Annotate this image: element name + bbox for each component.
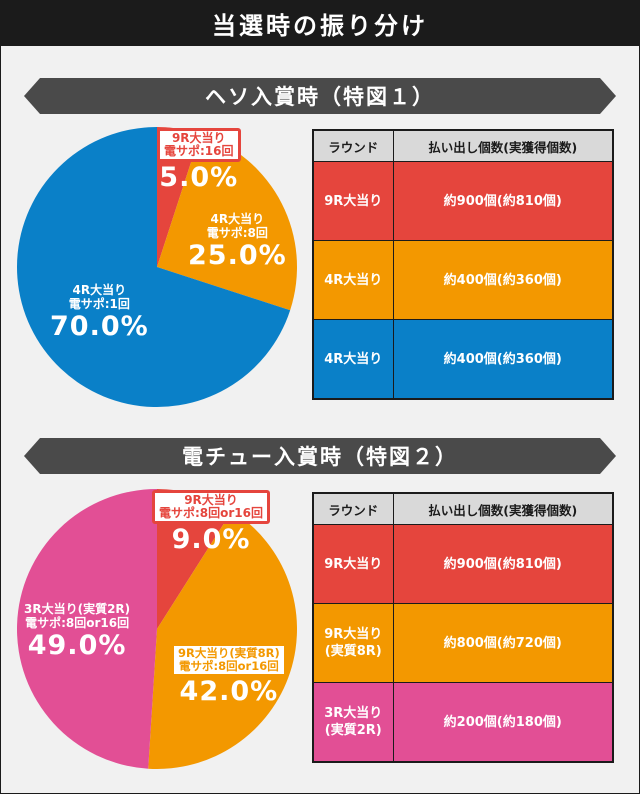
table-row: 3R大当り (実質2R) 約200個(約180個) bbox=[312, 682, 614, 763]
table-row: 4R大当り 約400個(約360個) bbox=[312, 319, 614, 400]
pie1-label-9r: 9R大当り 電サポ:16回 5.0% bbox=[157, 128, 241, 194]
table-cell-round: 3R大当り (実質2R) bbox=[312, 682, 394, 763]
table-cell-payout: 約400個(約360個) bbox=[392, 319, 614, 400]
table-row: 9R大当り 約900個(約810個) bbox=[312, 161, 614, 241]
pie-chart-heso bbox=[17, 127, 298, 408]
pie1-label-4r-1: 4R大当り 電サポ:1回 70.0% bbox=[50, 283, 149, 343]
pie2-label-9r: 9R大当り 電サポ:8回or16回 9.0% bbox=[152, 490, 271, 556]
pie1-slice-3-pct: 70.0% bbox=[50, 311, 149, 342]
section-2-banner: 電チュー入賞時（特図２） bbox=[24, 438, 616, 474]
pie1-label-9r-box: 9R大当り 電サポ:16回 bbox=[157, 128, 241, 162]
pie1-slice-3 bbox=[17, 127, 291, 408]
table-header-row: ラウンド 払い出し個数(実獲得個数) bbox=[312, 492, 614, 525]
pie2-slice-2-sub: 電サポ:8回or16回 bbox=[179, 659, 279, 673]
round-label: 3R大当り bbox=[324, 706, 383, 721]
pie2-slice-1-sub: 電サポ:8回or16回 bbox=[159, 506, 264, 520]
table-header-row: ラウンド 払い出し個数(実獲得個数) bbox=[312, 129, 614, 162]
pie1-slice-2-title: 4R大当り bbox=[210, 212, 265, 226]
pie2-slice-2 bbox=[148, 510, 298, 769]
pie1-slice-1-sub: 電サポ:16回 bbox=[164, 144, 234, 158]
pie2-slice-2-pct: 42.0% bbox=[179, 676, 279, 707]
table-cell-payout: 約400個(約360個) bbox=[392, 240, 614, 320]
table-row: 9R大当り (実質8R) 約800個(約720個) bbox=[312, 603, 614, 683]
pie1-slice-2 bbox=[157, 133, 298, 311]
table-cell-payout: 約900個(約810個) bbox=[392, 161, 614, 241]
round-sublabel: (実質8R) bbox=[324, 644, 382, 659]
round-sublabel: (実質2R) bbox=[324, 723, 382, 738]
round-label: 9R大当り bbox=[324, 556, 383, 572]
pie1-slice-1 bbox=[157, 127, 201, 267]
table-cell-payout: 約800個(約720個) bbox=[392, 603, 614, 683]
pie1-slice-3-title: 4R大当り bbox=[72, 283, 127, 297]
table-cell-round: 9R大当り bbox=[312, 161, 394, 241]
table-cell-round: 4R大当り bbox=[312, 319, 394, 400]
page-title: 当選時の振り分け bbox=[0, 0, 640, 46]
pie1-slice-1-pct: 5.0% bbox=[159, 162, 239, 193]
table-cell-round: 9R大当り (実質8R) bbox=[312, 603, 394, 683]
pie2-slice-3 bbox=[16, 489, 158, 769]
table-header-round: ラウンド bbox=[312, 129, 394, 162]
pie2-slice-1-pct: 9.0% bbox=[171, 524, 251, 555]
pie1-slice-2-sub: 電サポ:8回 bbox=[206, 226, 268, 240]
table-cell-round: 9R大当り bbox=[312, 524, 394, 604]
pie2-label-9r-8: 9R大当り(実質8R) 電サポ:8回or16回 42.0% bbox=[172, 644, 286, 708]
pie2-slice-1 bbox=[157, 489, 233, 629]
pie2-slice-3-sub: 電サポ:8回or16回 bbox=[25, 616, 130, 630]
table-row: 9R大当り 約900個(約810個) bbox=[312, 524, 614, 604]
pie1-slice-3-sub: 電サポ:1回 bbox=[68, 297, 130, 311]
payout-table-heso: ラウンド 払い出し個数(実獲得個数) 9R大当り 約900個(約810個) 4R… bbox=[312, 129, 614, 400]
table-header-payout: 払い出し個数(実獲得個数) bbox=[392, 492, 614, 525]
pie2-label-3r: 3R大当り(実質2R) 電サポ:8回or16回 49.0% bbox=[24, 602, 130, 662]
pie2-label-9r-box: 9R大当り 電サポ:8回or16回 bbox=[152, 490, 271, 524]
table-header-payout: 払い出し個数(実獲得個数) bbox=[392, 129, 614, 162]
table-row: 4R大当り 約400個(約360個) bbox=[312, 240, 614, 320]
table-header-round: ラウンド bbox=[312, 492, 394, 525]
pie1-slice-1-title: 9R大当り bbox=[171, 131, 226, 145]
pie2-slice-3-pct: 49.0% bbox=[27, 630, 127, 661]
table-cell-payout: 約900個(約810個) bbox=[392, 524, 614, 604]
pie1-slice-2-pct: 25.0% bbox=[188, 240, 287, 271]
pie2-slice-3-title: 3R大当り(実質2R) bbox=[24, 602, 131, 616]
round-label: 4R大当り bbox=[324, 272, 383, 288]
pie-chart-denchu bbox=[16, 489, 298, 769]
pie2-label-9r8-box: 9R大当り(実質8R) 電サポ:8回or16回 bbox=[172, 644, 286, 676]
round-label: 9R大当り bbox=[324, 627, 383, 642]
pie2-slice-2-title: 9R大当り(実質8R) bbox=[178, 646, 280, 660]
table-cell-round: 4R大当り bbox=[312, 240, 394, 320]
table-cell-payout: 約200個(約180個) bbox=[392, 682, 614, 763]
pie1-label-4r-8: 4R大当り 電サポ:8回 25.0% bbox=[188, 212, 287, 272]
payout-table-denchu: ラウンド 払い出し個数(実獲得個数) 9R大当り 約900個(約810個) 9R… bbox=[312, 492, 614, 763]
pie2-slice-1-title: 9R大当り bbox=[184, 493, 238, 507]
section-1-banner: ヘソ入賞時（特図１） bbox=[24, 78, 616, 114]
round-label: 4R大当り bbox=[324, 351, 383, 367]
round-label: 9R大当り bbox=[324, 193, 383, 209]
